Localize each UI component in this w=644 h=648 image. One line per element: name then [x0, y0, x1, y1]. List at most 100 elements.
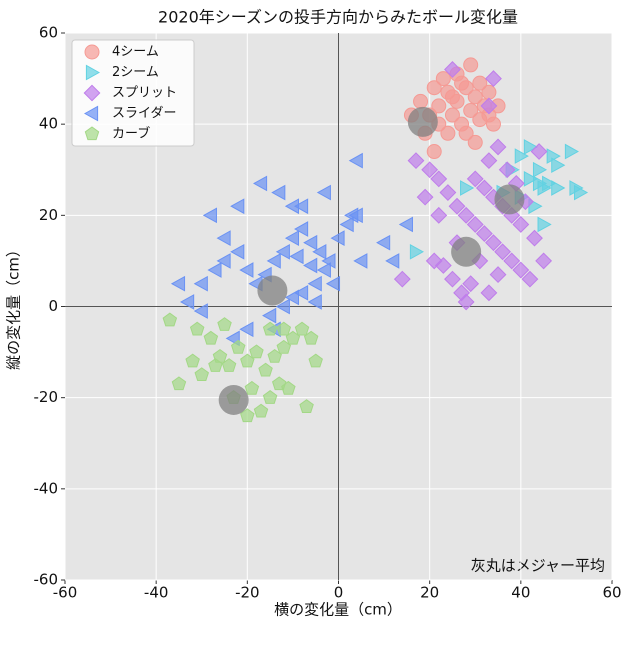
legend-label: 4シーム: [112, 45, 159, 60]
point: [353, 253, 368, 269]
point: [480, 284, 498, 302]
point: [170, 275, 186, 292]
point: [289, 248, 304, 265]
point: [208, 358, 223, 372]
point: [221, 358, 237, 372]
point: [573, 184, 589, 201]
point: [249, 344, 264, 359]
point: [308, 353, 323, 368]
point: [376, 234, 391, 251]
point: [203, 330, 219, 345]
point: [467, 89, 483, 105]
point: [466, 170, 484, 188]
point: [239, 321, 254, 338]
point: [266, 253, 281, 269]
y-tick-label: 60: [39, 24, 58, 42]
point: [551, 180, 566, 196]
point: [294, 198, 309, 215]
legend-box: [71, 39, 195, 147]
point: [439, 184, 457, 201]
x-tick-label: -20: [235, 584, 260, 602]
point: [489, 266, 507, 283]
point: [294, 321, 310, 336]
point: [444, 270, 461, 288]
point: [253, 403, 269, 418]
point: [275, 298, 290, 315]
point: [307, 275, 322, 292]
point: [284, 230, 300, 246]
x-tick-label: 0: [334, 584, 344, 602]
point: [444, 107, 460, 123]
point: [448, 197, 466, 215]
point: [475, 179, 493, 197]
point: [230, 339, 246, 354]
point: [537, 216, 552, 233]
legend-marker: [84, 44, 100, 60]
point: [271, 184, 286, 201]
point: [530, 143, 548, 160]
point: [430, 170, 448, 188]
point: [523, 171, 538, 187]
point: [299, 399, 314, 413]
point: [398, 216, 413, 233]
point: [532, 175, 548, 192]
point: [294, 284, 309, 301]
point: [303, 330, 319, 345]
point: [180, 294, 195, 310]
point: [409, 243, 425, 260]
point: [460, 180, 475, 196]
point: [344, 207, 359, 224]
point: [281, 380, 296, 395]
point: [276, 321, 292, 336]
point: [462, 275, 480, 293]
point: [503, 252, 521, 270]
x-tick-label: -40: [144, 584, 169, 602]
y-tick-label: -60: [34, 571, 59, 589]
point: [444, 89, 460, 105]
point: [430, 206, 448, 224]
legend-marker: [83, 84, 101, 102]
legend-label: カーブ: [112, 126, 150, 142]
point: [244, 380, 260, 395]
point: [385, 253, 400, 269]
point: [216, 253, 231, 269]
point: [217, 317, 232, 331]
point: [425, 252, 443, 270]
point: [316, 262, 331, 278]
point: [262, 321, 278, 336]
point: [393, 270, 411, 288]
point: [514, 148, 529, 164]
y-tick-label: -40: [34, 479, 59, 497]
average-point: [494, 184, 525, 215]
chart-title: 2020年シーズンの投手方向からみたボール変化量: [158, 8, 518, 27]
point: [480, 97, 498, 115]
point: [444, 61, 461, 78]
point: [454, 75, 470, 91]
point: [325, 275, 341, 292]
point: [564, 143, 580, 160]
point: [463, 57, 479, 73]
point: [348, 152, 363, 169]
point: [512, 216, 530, 233]
legend-label: スライダー: [112, 106, 176, 121]
y-tick-label: 40: [39, 115, 58, 133]
point: [475, 225, 493, 242]
legend-marker: [83, 105, 99, 122]
point: [421, 161, 439, 179]
point: [193, 303, 208, 319]
point: [532, 161, 548, 178]
legend-label: スプリット: [112, 86, 177, 101]
point: [294, 221, 309, 237]
point: [284, 289, 300, 306]
point: [262, 390, 278, 404]
point: [457, 206, 475, 224]
x-tick-label: -60: [53, 584, 78, 602]
point: [216, 230, 231, 246]
point: [275, 243, 290, 260]
y-tick-label: -20: [34, 388, 59, 406]
point: [416, 188, 434, 206]
point: [252, 175, 268, 192]
point: [457, 293, 475, 311]
point: [202, 207, 217, 224]
point: [551, 157, 566, 174]
